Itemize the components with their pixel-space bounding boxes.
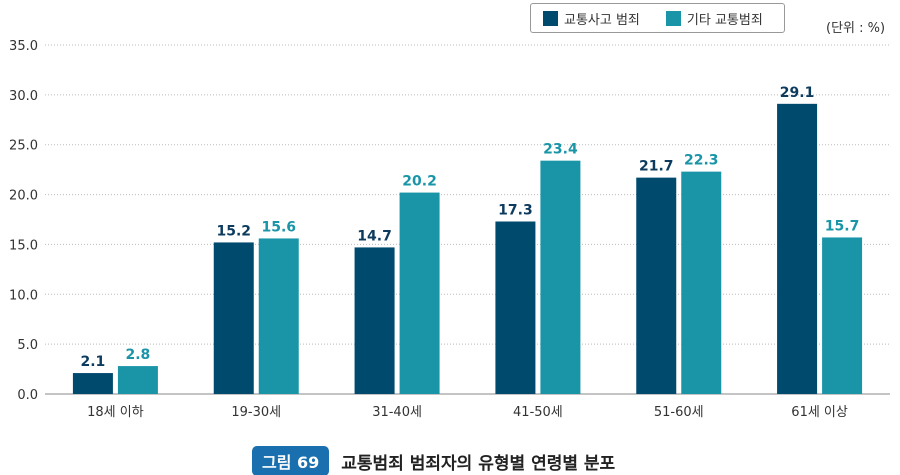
data-label: 14.7 [357,228,392,244]
bar [681,171,722,394]
y-tick-label: 10.0 [9,288,38,303]
data-label: 29.1 [780,85,815,101]
y-tick-label: 25.0 [9,139,38,154]
y-tick-label: 5.0 [17,338,38,353]
legend-label: 교통사고 범죄 [564,12,640,28]
bar [822,237,863,394]
legend-swatch [543,10,558,26]
bar [72,373,113,394]
legend-item: 기타 교통범죄 [665,9,763,28]
data-label: 15.6 [261,219,296,235]
y-tick-label: 35.0 [9,39,38,54]
y-tick-label: 30.0 [9,89,38,104]
x-tick-label: 18세 이하 [87,405,144,420]
bar [540,160,581,394]
y-tick-label: 20.0 [9,189,38,204]
figure-badge: 그림 69 [252,446,330,475]
bar [258,238,299,394]
x-tick-label: 41-50세 [513,405,563,420]
data-label: 15.2 [216,223,251,239]
data-label: 22.3 [684,153,719,169]
bar [117,366,158,394]
bar [354,247,395,394]
unit-label: (단위 : %) [826,21,886,36]
data-label: 2.1 [81,354,106,370]
data-label: 17.3 [498,202,533,218]
bar [636,177,677,394]
y-tick-label: 0.0 [17,388,38,403]
bar [495,221,536,394]
legend-swatch [665,10,681,26]
x-tick-label: 31-40세 [372,405,422,420]
bar [399,192,440,394]
data-label: 20.2 [402,174,437,190]
x-tick-label: 51-60세 [654,405,704,420]
legend-item: 교통사고 범죄 [543,9,640,28]
data-label: 2.8 [126,347,151,363]
x-tick-label: 19-30세 [231,405,281,420]
figure-title: 교통범죄 범죄자의 유형별 연령별 분포 [341,453,616,474]
data-label: 15.7 [825,218,860,234]
legend: 교통사고 범죄 기타 교통범죄 [530,3,785,33]
bar-chart: 0.0 5.0 10.0 15.0 20.0 25.0 30.0 35.0 2.1 2.8 18세 … [9,39,890,420]
data-label: 23.4 [543,142,578,158]
bar [777,103,818,395]
caption: 그림 69 교통범죄 범죄자의 유형별 연령별 분포 [252,446,615,475]
x-tick-label: 61세 이상 [791,405,848,420]
data-label: 21.7 [639,159,674,175]
y-tick-label: 15.0 [9,238,38,253]
legend-label: 기타 교통범죄 [686,12,763,28]
bar [213,242,254,394]
